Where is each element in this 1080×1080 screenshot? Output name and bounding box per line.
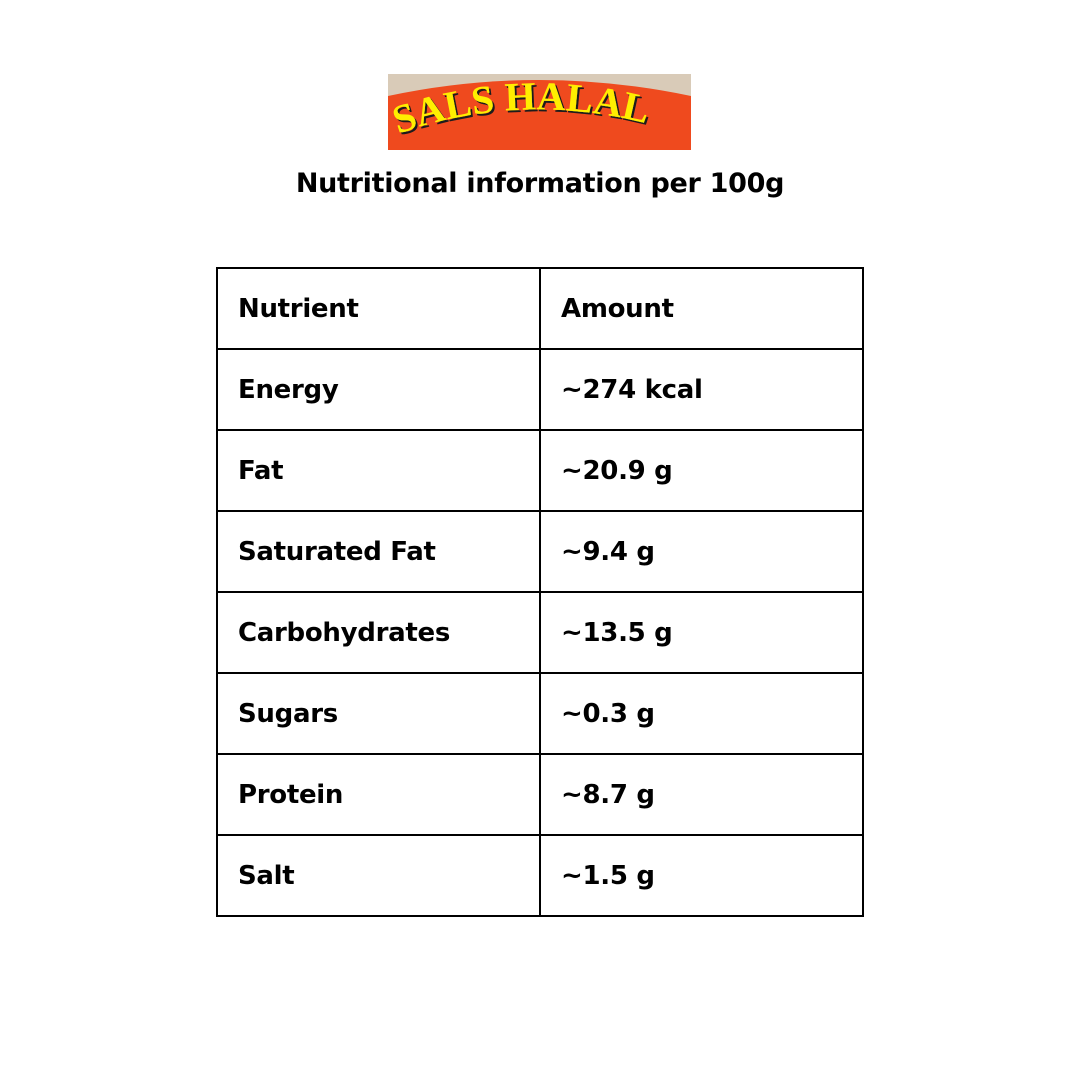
table-header-row: Nutrient Amount [216,267,864,350]
amount-cell: ~274 kcal [539,348,864,431]
amount-cell: ~9.4 g [539,510,864,593]
amount-cell: ~20.9 g [539,429,864,512]
header-nutrient: Nutrient [216,267,541,350]
nutrition-table: Nutrient Amount Energy ~274 kcal Fat ~20.9… [216,267,864,917]
table-row: Saturated Fat ~9.4 g [216,510,864,593]
amount-cell: ~0.3 g [539,672,864,755]
amount-cell: ~1.5 g [539,834,864,917]
page-title: Nutritional information per 100g [295,168,785,199]
nutrient-cell: Energy [216,348,541,431]
table-row: Carbohydrates ~13.5 g [216,591,864,674]
amount-cell: ~8.7 g [539,753,864,836]
amount-cell: ~13.5 g [539,591,864,674]
table-row: Energy ~274 kcal [216,348,864,431]
table-row: Fat ~20.9 g [216,429,864,512]
nutrient-cell: Carbohydrates [216,591,541,674]
nutrient-cell: Salt [216,834,541,917]
table-row: Protein ~8.7 g [216,753,864,836]
table-row: Sugars ~0.3 g [216,672,864,755]
nutrient-cell: Sugars [216,672,541,755]
nutrient-cell: Saturated Fat [216,510,541,593]
nutrient-cell: Fat [216,429,541,512]
header-amount: Amount [539,267,864,350]
table-row: Salt ~1.5 g [216,834,864,917]
brand-logo: SALS HALAL [387,73,691,150]
nutrient-cell: Protein [216,753,541,836]
